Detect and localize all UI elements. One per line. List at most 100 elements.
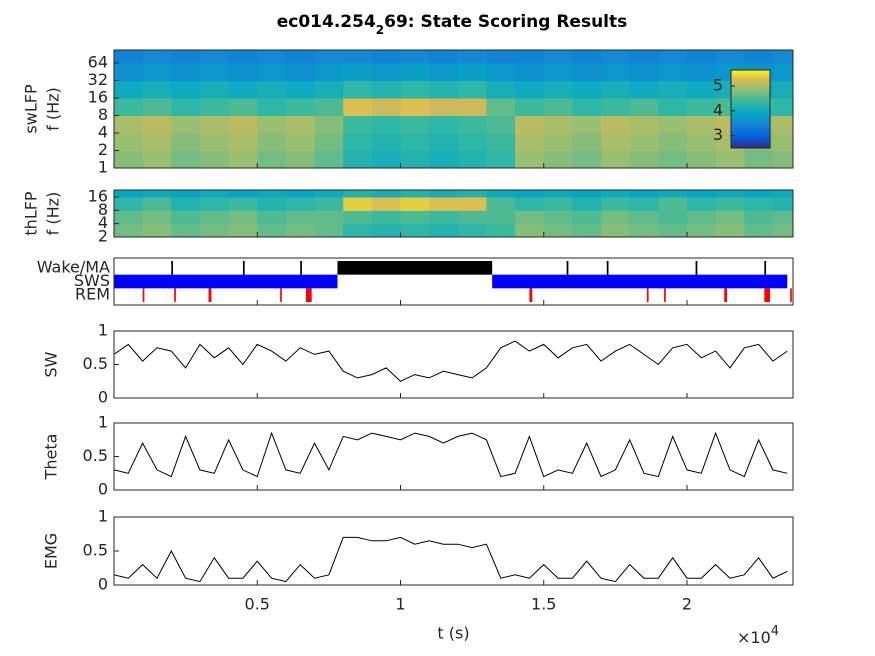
heatmap-cell	[715, 150, 745, 168]
heatmap-cell	[457, 62, 487, 81]
trace	[114, 431, 788, 478]
heatmap-cell	[171, 150, 201, 168]
heatmap-cell	[515, 132, 545, 151]
heatmap-cell	[371, 210, 401, 225]
heatmap-cell	[486, 190, 516, 198]
heatmap-cell	[371, 150, 401, 168]
heatmap-cell	[257, 196, 287, 211]
x-tick-label: 1	[395, 595, 405, 614]
heatmap-cell	[686, 62, 717, 81]
heatmap-cell	[772, 132, 793, 151]
heatmap-cell	[772, 97, 793, 116]
heatmap-cell	[601, 62, 631, 81]
y-tick-label: 8	[98, 105, 108, 124]
heatmap-cell	[114, 190, 144, 198]
heatmap-cell	[572, 150, 602, 168]
plot-area	[114, 190, 793, 237]
x-tick-label: 0.5	[245, 595, 270, 614]
heatmap-cell	[285, 196, 316, 211]
heatmap-cell	[429, 210, 459, 225]
y-tick-label: 0.5	[83, 354, 108, 373]
heatmap-cell	[400, 97, 430, 116]
heatmap-cell	[486, 210, 516, 225]
y-tick-label: 1	[98, 321, 108, 340]
heatmap-cell	[772, 190, 793, 198]
heatmap-cell	[572, 115, 602, 134]
y-tick-label: SWS	[74, 271, 110, 290]
y-tick-label: 32	[88, 70, 108, 89]
heatmap-cell	[285, 150, 316, 168]
heatmap-cell	[543, 115, 573, 134]
heatmap-cell	[171, 132, 201, 151]
y-tick-label: REM	[75, 285, 110, 304]
heatmap-cell	[343, 150, 373, 168]
heatmap-cell	[114, 50, 144, 64]
heatmap-cell	[572, 223, 602, 237]
heatmap-cell	[515, 62, 545, 81]
heatmap-cell	[199, 210, 230, 225]
heatmap-cell	[629, 150, 659, 168]
heatmap-cell	[171, 80, 201, 99]
heatmap-cell	[114, 223, 144, 237]
heatmap-cell	[744, 196, 774, 211]
heatmap-cell	[171, 190, 201, 198]
heatmap-cell	[257, 190, 287, 198]
heatmap-cell	[400, 115, 430, 134]
heatmap-cell	[772, 115, 793, 134]
heatmap-cell	[285, 50, 316, 64]
heatmap-cell	[285, 80, 316, 99]
heatmap-cell	[629, 62, 659, 81]
heatmap-cell	[658, 196, 688, 211]
heatmap-cell	[686, 190, 717, 198]
colorbar-tick-label: 3	[713, 125, 723, 144]
heatmap-cell	[429, 80, 459, 99]
heatmap-cell	[199, 115, 230, 134]
heatmap-cell	[228, 50, 258, 64]
heatmap-cell	[228, 115, 258, 134]
heatmap-cell	[171, 50, 201, 64]
heatmap-cell	[142, 62, 172, 81]
heatmap-cell	[629, 115, 659, 134]
heatmap-cell	[486, 150, 516, 168]
heatmap-cell	[400, 132, 430, 151]
heatmap-cell	[343, 80, 373, 99]
y-axis-label: f (Hz)	[44, 192, 63, 236]
heatmap-cell	[658, 132, 688, 151]
heatmap-cell	[257, 80, 287, 99]
heatmap-cell	[543, 210, 573, 225]
heatmap-cell	[142, 132, 172, 151]
heatmap-cell	[486, 196, 516, 211]
heatmap-cell	[199, 150, 230, 168]
heatmap-cell	[715, 50, 745, 64]
heatmap-cell	[715, 196, 745, 211]
heatmap-cell	[629, 80, 659, 99]
heatmap-cell	[486, 223, 516, 237]
colorbar-tick-label: 4	[713, 100, 723, 119]
heatmap-cell	[658, 190, 688, 198]
heatmap-cell	[515, 50, 545, 64]
heatmap-cell	[285, 97, 316, 116]
axes-box	[113, 49, 794, 169]
heatmap-cell	[572, 97, 602, 116]
heatmap-cell	[772, 223, 793, 237]
heatmap-cell	[171, 97, 201, 116]
heatmap-cell	[457, 210, 487, 225]
heatmap-cell	[772, 62, 793, 81]
heatmap-cell	[601, 50, 631, 64]
heatmap-cell	[629, 50, 659, 64]
heatmap-cell	[744, 150, 774, 168]
y-axis-label: Theta	[42, 434, 61, 481]
heatmap-cell	[199, 132, 230, 151]
heatmap-cell	[142, 190, 172, 198]
title-subscript: 2	[376, 23, 384, 37]
heatmap-cell	[515, 223, 545, 237]
heatmap-cell	[400, 150, 430, 168]
heatmap-cell	[114, 150, 144, 168]
axes-box	[113, 422, 794, 491]
heatmap-cell	[629, 97, 659, 116]
heatmap-cell	[515, 115, 545, 134]
heatmap-cell	[199, 62, 230, 81]
heatmap-cell	[686, 115, 717, 134]
heatmap-cell	[601, 132, 631, 151]
heatmap-cell	[515, 210, 545, 225]
